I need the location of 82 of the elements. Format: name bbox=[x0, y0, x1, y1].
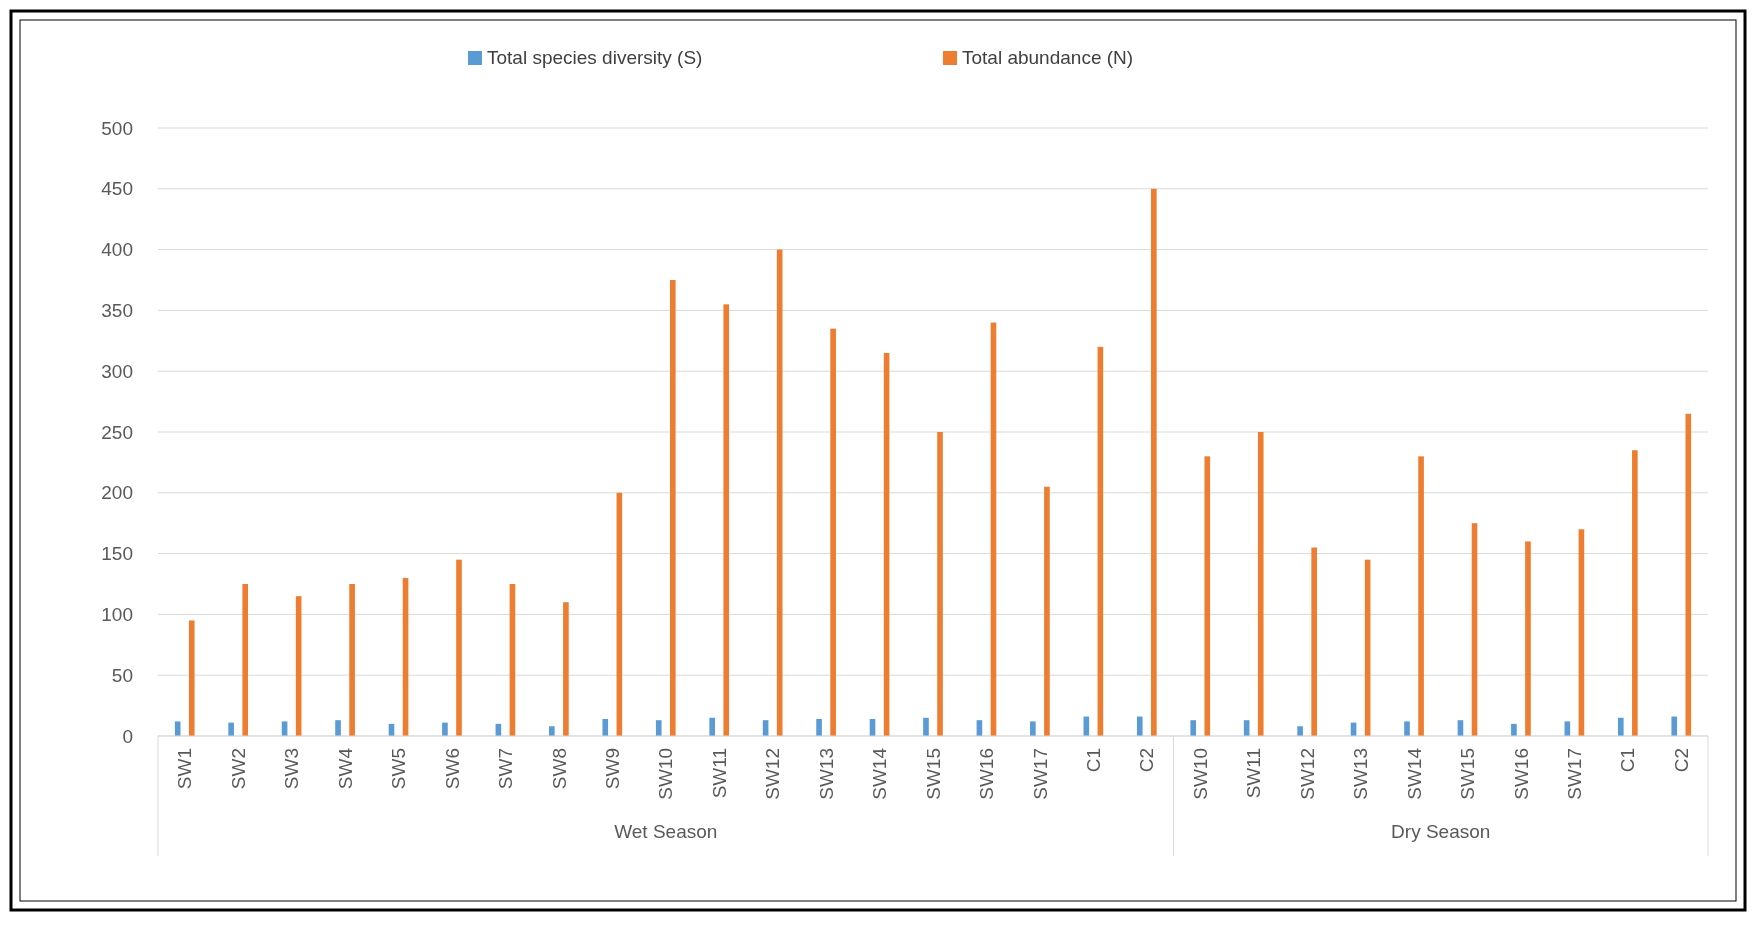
x-tick-label: SW12 bbox=[762, 748, 784, 800]
y-tick-label: 500 bbox=[101, 117, 133, 139]
bar bbox=[1204, 456, 1211, 736]
x-tick-label: SW6 bbox=[441, 748, 463, 790]
x-tick-label: SW13 bbox=[815, 748, 837, 800]
bar bbox=[1083, 716, 1090, 736]
x-tick-label: SW15 bbox=[922, 748, 944, 800]
bar bbox=[1671, 716, 1678, 736]
bar bbox=[669, 280, 676, 736]
bar bbox=[1685, 413, 1692, 736]
x-tick-label: C2 bbox=[1670, 748, 1692, 773]
x-tick-label: SW5 bbox=[388, 748, 410, 790]
x-tick-label: SW4 bbox=[334, 747, 356, 790]
legend-label: Total species diversity (S) bbox=[487, 47, 703, 68]
y-tick-label: 0 bbox=[122, 725, 133, 747]
x-tick-label: SW17 bbox=[1564, 748, 1586, 800]
bar bbox=[602, 718, 609, 736]
x-tick-label: SW10 bbox=[655, 748, 677, 800]
legend-label: Total abundance (N) bbox=[962, 47, 1134, 68]
bar bbox=[1632, 450, 1638, 736]
bar bbox=[723, 304, 730, 736]
bar bbox=[349, 584, 355, 736]
bar bbox=[1257, 432, 1264, 736]
x-tick-label: SW3 bbox=[281, 748, 303, 790]
bar bbox=[174, 721, 181, 736]
bar bbox=[709, 717, 715, 736]
bar bbox=[1511, 723, 1517, 736]
x-tick-label: SW11 bbox=[708, 748, 730, 799]
bar bbox=[1030, 721, 1036, 736]
bar bbox=[188, 620, 195, 736]
y-tick-label: 350 bbox=[101, 300, 133, 322]
bar bbox=[1418, 456, 1424, 736]
y-tick-label: 300 bbox=[101, 360, 133, 382]
x-tick-label: SW7 bbox=[495, 748, 517, 790]
bar bbox=[937, 432, 943, 736]
bar bbox=[1617, 717, 1624, 736]
x-tick-label: SW10 bbox=[1189, 748, 1211, 800]
bar bbox=[1136, 716, 1143, 736]
bar bbox=[442, 722, 448, 736]
x-tick-label: C1 bbox=[1617, 748, 1639, 773]
y-tick-label: 100 bbox=[101, 604, 133, 626]
x-tick-label: SW14 bbox=[869, 747, 891, 800]
y-tick-label: 250 bbox=[101, 421, 133, 443]
bar bbox=[1404, 721, 1410, 736]
x-tick-label: SW17 bbox=[1029, 748, 1051, 800]
bar bbox=[776, 249, 783, 736]
bar bbox=[242, 584, 249, 736]
text: Wet Season bbox=[614, 821, 718, 842]
bar bbox=[655, 720, 662, 736]
bar bbox=[1525, 541, 1531, 736]
x-tick-label: SW13 bbox=[1350, 748, 1372, 800]
text: Dry Season bbox=[1391, 821, 1491, 842]
y-tick-label: 200 bbox=[101, 482, 133, 504]
bar bbox=[830, 328, 836, 736]
x-tick-label: SW9 bbox=[601, 748, 623, 790]
x-tick-label: SW8 bbox=[548, 748, 570, 790]
x-tick-label: C1 bbox=[1082, 748, 1104, 773]
bar bbox=[923, 717, 929, 736]
bar bbox=[1190, 720, 1197, 736]
y-tick-label: 450 bbox=[101, 178, 133, 200]
bar bbox=[228, 722, 234, 736]
y-tick-label: 150 bbox=[101, 543, 133, 565]
bar bbox=[549, 726, 555, 736]
x-tick-label: SW12 bbox=[1296, 748, 1318, 800]
bar bbox=[456, 559, 462, 736]
x-tick-label: SW15 bbox=[1457, 748, 1479, 800]
bar bbox=[1151, 188, 1157, 736]
x-tick-label: C2 bbox=[1136, 748, 1158, 773]
y-tick-label: 400 bbox=[101, 239, 133, 261]
y-tick-label: 50 bbox=[111, 664, 133, 686]
bar bbox=[816, 718, 822, 736]
x-tick-label: SW2 bbox=[227, 748, 249, 790]
bar bbox=[1044, 486, 1050, 736]
x-tick-label: SW1 bbox=[174, 748, 196, 790]
bar bbox=[1297, 726, 1303, 736]
bar bbox=[563, 602, 569, 736]
x-tick-label: SW11 bbox=[1243, 748, 1265, 799]
x-tick-label: SW16 bbox=[1510, 748, 1532, 800]
bar bbox=[1311, 547, 1317, 736]
x-tick-label: SW14 bbox=[1403, 747, 1425, 800]
x-tick-label: SW16 bbox=[976, 748, 998, 800]
bar bbox=[335, 720, 341, 736]
